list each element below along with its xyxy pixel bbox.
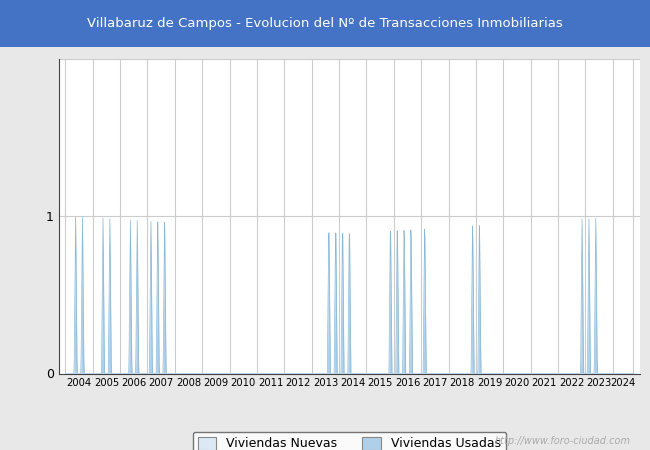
Legend: Viviendas Nuevas, Viviendas Usadas: Viviendas Nuevas, Viviendas Usadas [192, 432, 506, 450]
Text: http://www.foro-ciudad.com: http://www.foro-ciudad.com [495, 436, 630, 446]
Text: Villabaruz de Campos - Evolucion del Nº de Transacciones Inmobiliarias: Villabaruz de Campos - Evolucion del Nº … [87, 17, 563, 30]
